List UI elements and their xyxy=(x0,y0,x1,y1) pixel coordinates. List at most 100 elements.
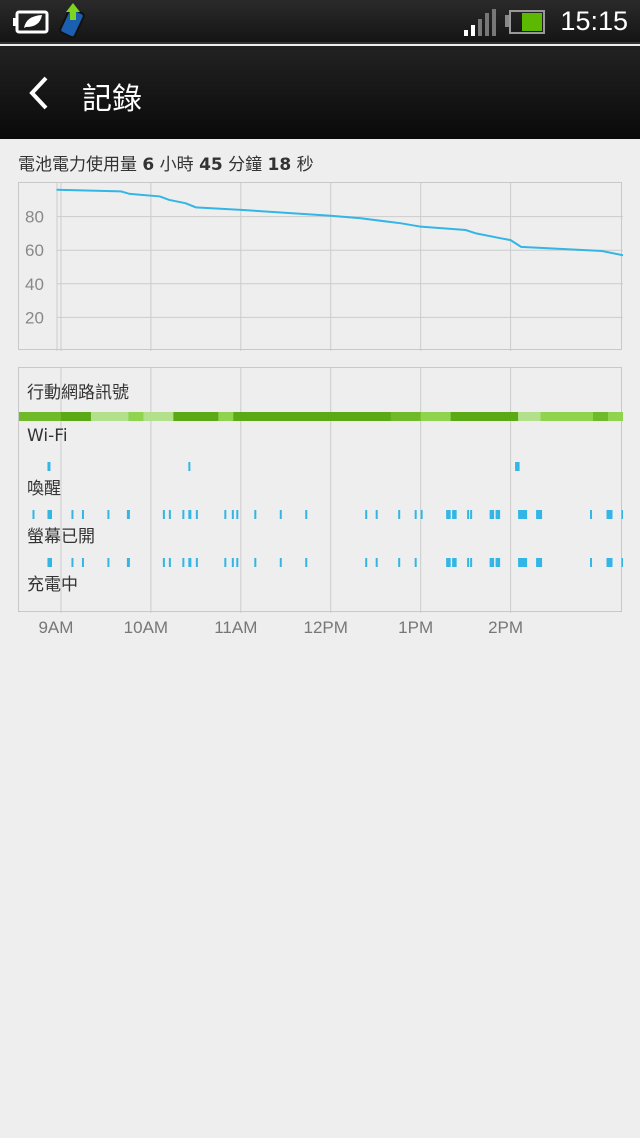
event-bar xyxy=(590,558,593,567)
event-bar xyxy=(168,510,171,519)
event-bar xyxy=(168,558,171,567)
event-bar xyxy=(162,510,165,519)
x-tick-label: 11AM xyxy=(214,618,258,637)
event-bar xyxy=(495,558,501,567)
signal-segment xyxy=(450,412,482,421)
event-row-label: 喚醒 xyxy=(27,479,61,499)
event-bar xyxy=(470,510,473,519)
y-tick-label: 60 xyxy=(25,241,44,260)
y-tick-label: 40 xyxy=(25,275,44,294)
event-bar xyxy=(621,510,623,519)
event-bar xyxy=(414,558,417,567)
status-bar: 15:15 xyxy=(0,0,640,44)
event-bar xyxy=(518,558,528,567)
event-bar xyxy=(81,558,84,567)
event-bar xyxy=(515,462,520,471)
event-bar xyxy=(47,558,52,567)
event-bar xyxy=(279,510,282,519)
page-title: 記錄 xyxy=(82,82,142,117)
power-saver-icon xyxy=(13,10,49,34)
event-bar xyxy=(231,558,234,567)
signal-segment xyxy=(233,412,392,421)
event-bar xyxy=(188,558,192,567)
signal-segment xyxy=(90,412,129,421)
event-bar xyxy=(162,558,165,567)
event-bar xyxy=(518,510,528,519)
event-bar xyxy=(365,558,368,567)
event-timeline: 行動網路訊號 Wi-Fi 喚醒 螢幕已開 充電中 xyxy=(18,367,623,613)
minutes-value: 45 xyxy=(199,155,223,175)
event-bar xyxy=(71,510,74,519)
signal-segment xyxy=(420,412,452,421)
event-bar xyxy=(231,510,234,519)
chevron-left-icon[interactable] xyxy=(22,68,62,118)
signal-segment xyxy=(218,412,234,421)
battery-icon xyxy=(505,10,545,34)
event-bar xyxy=(536,510,543,519)
event-bar xyxy=(195,510,198,519)
signal-segment xyxy=(390,412,422,421)
event-bar xyxy=(71,558,74,567)
event-bar xyxy=(590,510,593,519)
signal-segment xyxy=(593,412,609,421)
seconds-unit: 秒 xyxy=(296,155,314,175)
event-bar xyxy=(467,510,470,519)
event-bar xyxy=(182,558,185,567)
event-bar xyxy=(236,558,239,567)
event-bar xyxy=(47,462,51,471)
x-tick-label: 9AM xyxy=(38,618,74,637)
x-tick-label: 1PM xyxy=(398,618,434,637)
hours-value: 6 xyxy=(142,155,155,175)
event-bar xyxy=(452,558,457,567)
event-bar xyxy=(489,558,495,567)
event-bar xyxy=(467,558,470,567)
event-bar xyxy=(470,558,473,567)
event-bar xyxy=(188,510,192,519)
event-bar xyxy=(621,558,623,567)
event-bar xyxy=(107,510,110,519)
hours-unit: 小時 xyxy=(159,155,194,175)
action-bar: 記錄 xyxy=(0,46,640,139)
battery-level-line xyxy=(56,188,623,257)
signal-segment xyxy=(173,412,219,421)
signal-segment xyxy=(608,412,623,421)
event-bar xyxy=(107,558,110,567)
x-tick-label: 12PM xyxy=(303,618,348,637)
event-bar xyxy=(489,510,495,519)
signal-segment xyxy=(60,412,92,421)
event-bar xyxy=(446,558,451,567)
event-bar xyxy=(536,558,543,567)
event-bar xyxy=(126,510,130,519)
x-tick-label: 2PM xyxy=(488,618,524,637)
signal-segment xyxy=(128,412,144,421)
event-bar xyxy=(224,558,227,567)
event-row-label: 行動網路訊號 xyxy=(27,383,129,403)
x-tick-label: 10AM xyxy=(123,618,169,637)
event-bar xyxy=(495,510,501,519)
summary-prefix: 電池電力使用量 xyxy=(18,155,137,175)
event-bar xyxy=(224,510,227,519)
clock: 15:15 xyxy=(560,6,628,36)
event-bar xyxy=(188,462,191,471)
event-bar xyxy=(182,510,185,519)
event-bar xyxy=(279,558,282,567)
signal-segment xyxy=(518,412,542,421)
event-bar xyxy=(305,510,308,519)
event-row-label: 螢幕已開 xyxy=(27,527,95,547)
event-bar xyxy=(254,558,257,567)
event-bar xyxy=(32,510,35,519)
event-bar xyxy=(420,510,423,519)
event-bar xyxy=(236,510,239,519)
event-bar xyxy=(398,558,401,567)
seconds-value: 18 xyxy=(267,155,292,175)
event-row-label: 充電中 xyxy=(27,575,78,595)
y-tick-label: 20 xyxy=(25,308,44,327)
event-bar xyxy=(195,558,198,567)
notification-icons xyxy=(13,3,85,39)
event-bar xyxy=(47,510,52,519)
event-bar xyxy=(414,510,417,519)
event-bar xyxy=(365,510,368,519)
event-bar xyxy=(254,510,257,519)
event-bar xyxy=(452,510,457,519)
event-bar xyxy=(305,558,308,567)
